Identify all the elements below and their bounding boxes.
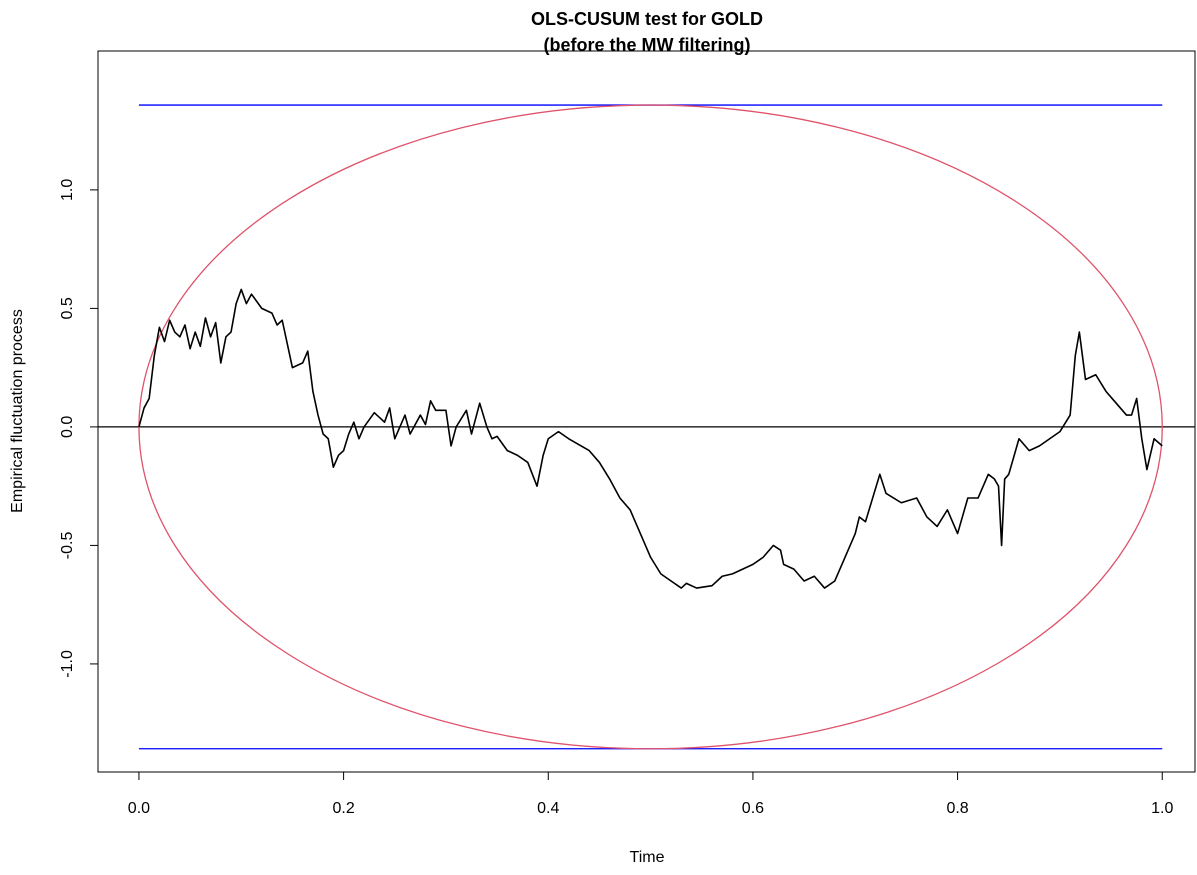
y-tick-label: -0.5: [59, 532, 76, 560]
x-axis-label: Time: [630, 849, 665, 866]
y-tick-label: 0.5: [59, 297, 76, 319]
y-tick-label: -1.0: [59, 650, 76, 678]
x-tick-label: 0.2: [332, 800, 354, 817]
fluctuation-line: [138, 288, 1163, 589]
chart-title: OLS-CUSUM test for GOLD: [531, 9, 763, 29]
x-tick-label: 0.6: [742, 800, 764, 817]
y-tick-label: 1.0: [59, 179, 76, 201]
x-tick-label: 1.0: [1151, 800, 1173, 817]
y-tick-label: 0.0: [59, 416, 76, 438]
x-tick-label: 0.4: [537, 800, 559, 817]
x-tick-label: 0.0: [128, 800, 150, 817]
chart-subtitle: (before the MW filtering): [544, 35, 751, 55]
x-tick-label: 0.8: [946, 800, 968, 817]
plot-frame: [97, 50, 1196, 773]
y-axis-label: Empirical fluctuation process: [9, 309, 26, 513]
